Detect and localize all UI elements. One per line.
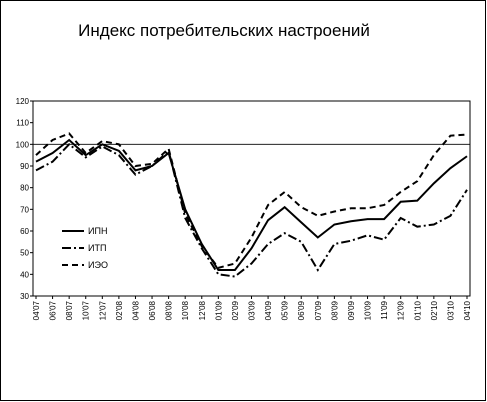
y-tick-label: 60 [20,227,29,236]
x-tick-label: 04'10 [463,300,472,320]
y-tick-label: 50 [20,249,29,258]
x-tick-label: 01'10 [413,300,422,320]
x-tick-label: 12'07 [98,300,107,320]
x-tick-label: 12'09 [397,300,406,320]
y-tick-label: 30 [20,292,29,301]
x-tick-label: 04'08 [131,300,140,320]
y-tick-label: 120 [16,97,30,106]
x-tick-label: 03'09 [248,300,257,320]
series-line [35,138,468,271]
series-line [35,132,468,269]
x-tick-label: 06'07 [49,300,58,320]
x-tick-label: 10'09 [364,300,373,320]
legend-label: ИЭО [88,260,108,270]
x-tick-label: 07'09 [314,300,323,320]
x-tick-label: 02'08 [115,300,124,320]
chart-title: Индекс потребительских настроений [78,21,370,40]
x-tick-label: 02'10 [430,300,439,320]
x-tick-label: 10'07 [82,300,91,320]
x-tick-label: 09'09 [347,300,356,320]
x-tick-label: 03'10 [446,300,455,320]
legend-label: ИТП [88,243,106,253]
x-tick-label: 06'08 [148,300,157,320]
x-tick-label: 01'09 [214,300,223,320]
x-tick-label: 04'07 [32,300,41,320]
series-line [35,142,468,278]
x-tick-label: 04'09 [264,300,273,320]
x-tick-label: 08'09 [330,300,339,320]
x-tick-label: 06'09 [297,300,306,320]
x-tick-label: 02'09 [231,300,240,320]
legend-label: ИПН [88,226,107,236]
y-tick-label: 40 [20,270,29,279]
y-tick-label: 70 [20,205,29,214]
x-tick-label: 08'07 [65,300,74,320]
y-tick-label: 90 [20,162,29,171]
x-tick-label: 08'08 [165,300,174,320]
y-tick-label: 80 [20,184,29,193]
y-tick-label: 100 [16,140,30,149]
x-tick-label: 11'09 [380,300,389,319]
y-tick-label: 110 [16,119,29,128]
x-tick-label: 12'08 [198,300,207,320]
x-tick-label: 05'09 [281,300,290,320]
x-tick-label: 10'08 [181,300,190,320]
